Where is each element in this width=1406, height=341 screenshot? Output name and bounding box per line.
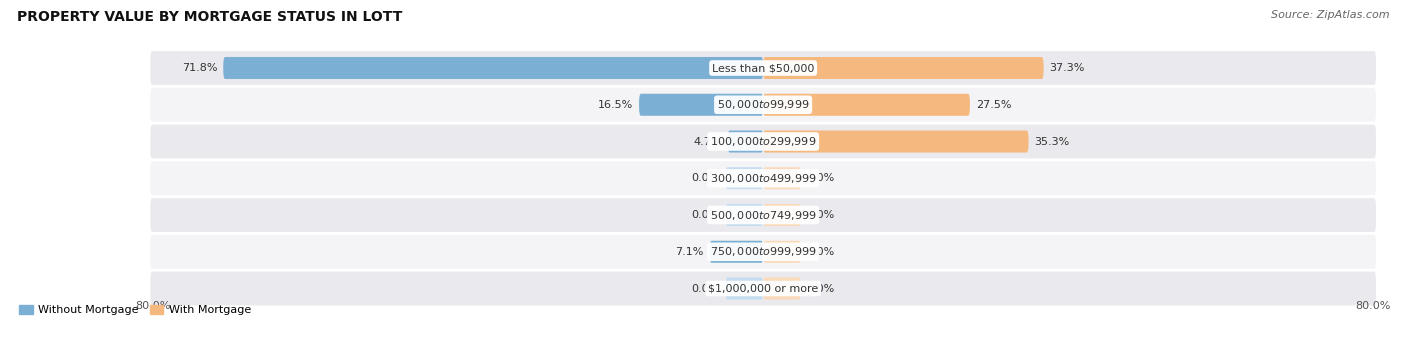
Text: 0.0%: 0.0% [692, 283, 720, 294]
Text: 80.0%: 80.0% [1355, 301, 1391, 311]
FancyBboxPatch shape [150, 51, 1376, 85]
FancyBboxPatch shape [224, 57, 763, 79]
Text: 4.7%: 4.7% [693, 136, 721, 147]
Text: $750,000 to $999,999: $750,000 to $999,999 [710, 245, 817, 258]
Legend: Without Mortgage, With Mortgage: Without Mortgage, With Mortgage [15, 300, 256, 320]
FancyBboxPatch shape [763, 167, 801, 189]
FancyBboxPatch shape [710, 241, 763, 263]
Text: Source: ZipAtlas.com: Source: ZipAtlas.com [1271, 10, 1389, 20]
FancyBboxPatch shape [150, 88, 1376, 122]
Text: 80.0%: 80.0% [135, 301, 170, 311]
Text: PROPERTY VALUE BY MORTGAGE STATUS IN LOTT: PROPERTY VALUE BY MORTGAGE STATUS IN LOT… [17, 10, 402, 24]
Text: $1,000,000 or more: $1,000,000 or more [709, 283, 818, 294]
Text: 0.0%: 0.0% [807, 247, 835, 257]
FancyBboxPatch shape [640, 94, 763, 116]
Text: 16.5%: 16.5% [598, 100, 633, 110]
FancyBboxPatch shape [763, 57, 1043, 79]
FancyBboxPatch shape [763, 278, 801, 299]
FancyBboxPatch shape [150, 235, 1376, 269]
FancyBboxPatch shape [150, 198, 1376, 232]
FancyBboxPatch shape [150, 161, 1376, 195]
Text: $300,000 to $499,999: $300,000 to $499,999 [710, 172, 817, 185]
Text: 35.3%: 35.3% [1035, 136, 1070, 147]
Text: 0.0%: 0.0% [807, 173, 835, 183]
FancyBboxPatch shape [763, 94, 970, 116]
Text: 27.5%: 27.5% [976, 100, 1011, 110]
FancyBboxPatch shape [763, 131, 1029, 152]
FancyBboxPatch shape [725, 167, 763, 189]
FancyBboxPatch shape [725, 204, 763, 226]
Text: 0.0%: 0.0% [807, 283, 835, 294]
Text: 71.8%: 71.8% [181, 63, 217, 73]
FancyBboxPatch shape [150, 271, 1376, 306]
FancyBboxPatch shape [763, 204, 801, 226]
Text: 0.0%: 0.0% [692, 210, 720, 220]
Text: 0.0%: 0.0% [807, 210, 835, 220]
Text: 37.3%: 37.3% [1050, 63, 1085, 73]
FancyBboxPatch shape [763, 241, 801, 263]
Text: $100,000 to $299,999: $100,000 to $299,999 [710, 135, 817, 148]
Text: 7.1%: 7.1% [675, 247, 704, 257]
FancyBboxPatch shape [150, 124, 1376, 159]
Text: 0.0%: 0.0% [692, 173, 720, 183]
Text: Less than $50,000: Less than $50,000 [711, 63, 814, 73]
FancyBboxPatch shape [725, 278, 763, 299]
FancyBboxPatch shape [728, 131, 763, 152]
Text: $500,000 to $749,999: $500,000 to $749,999 [710, 208, 817, 222]
Text: $50,000 to $99,999: $50,000 to $99,999 [717, 98, 810, 111]
